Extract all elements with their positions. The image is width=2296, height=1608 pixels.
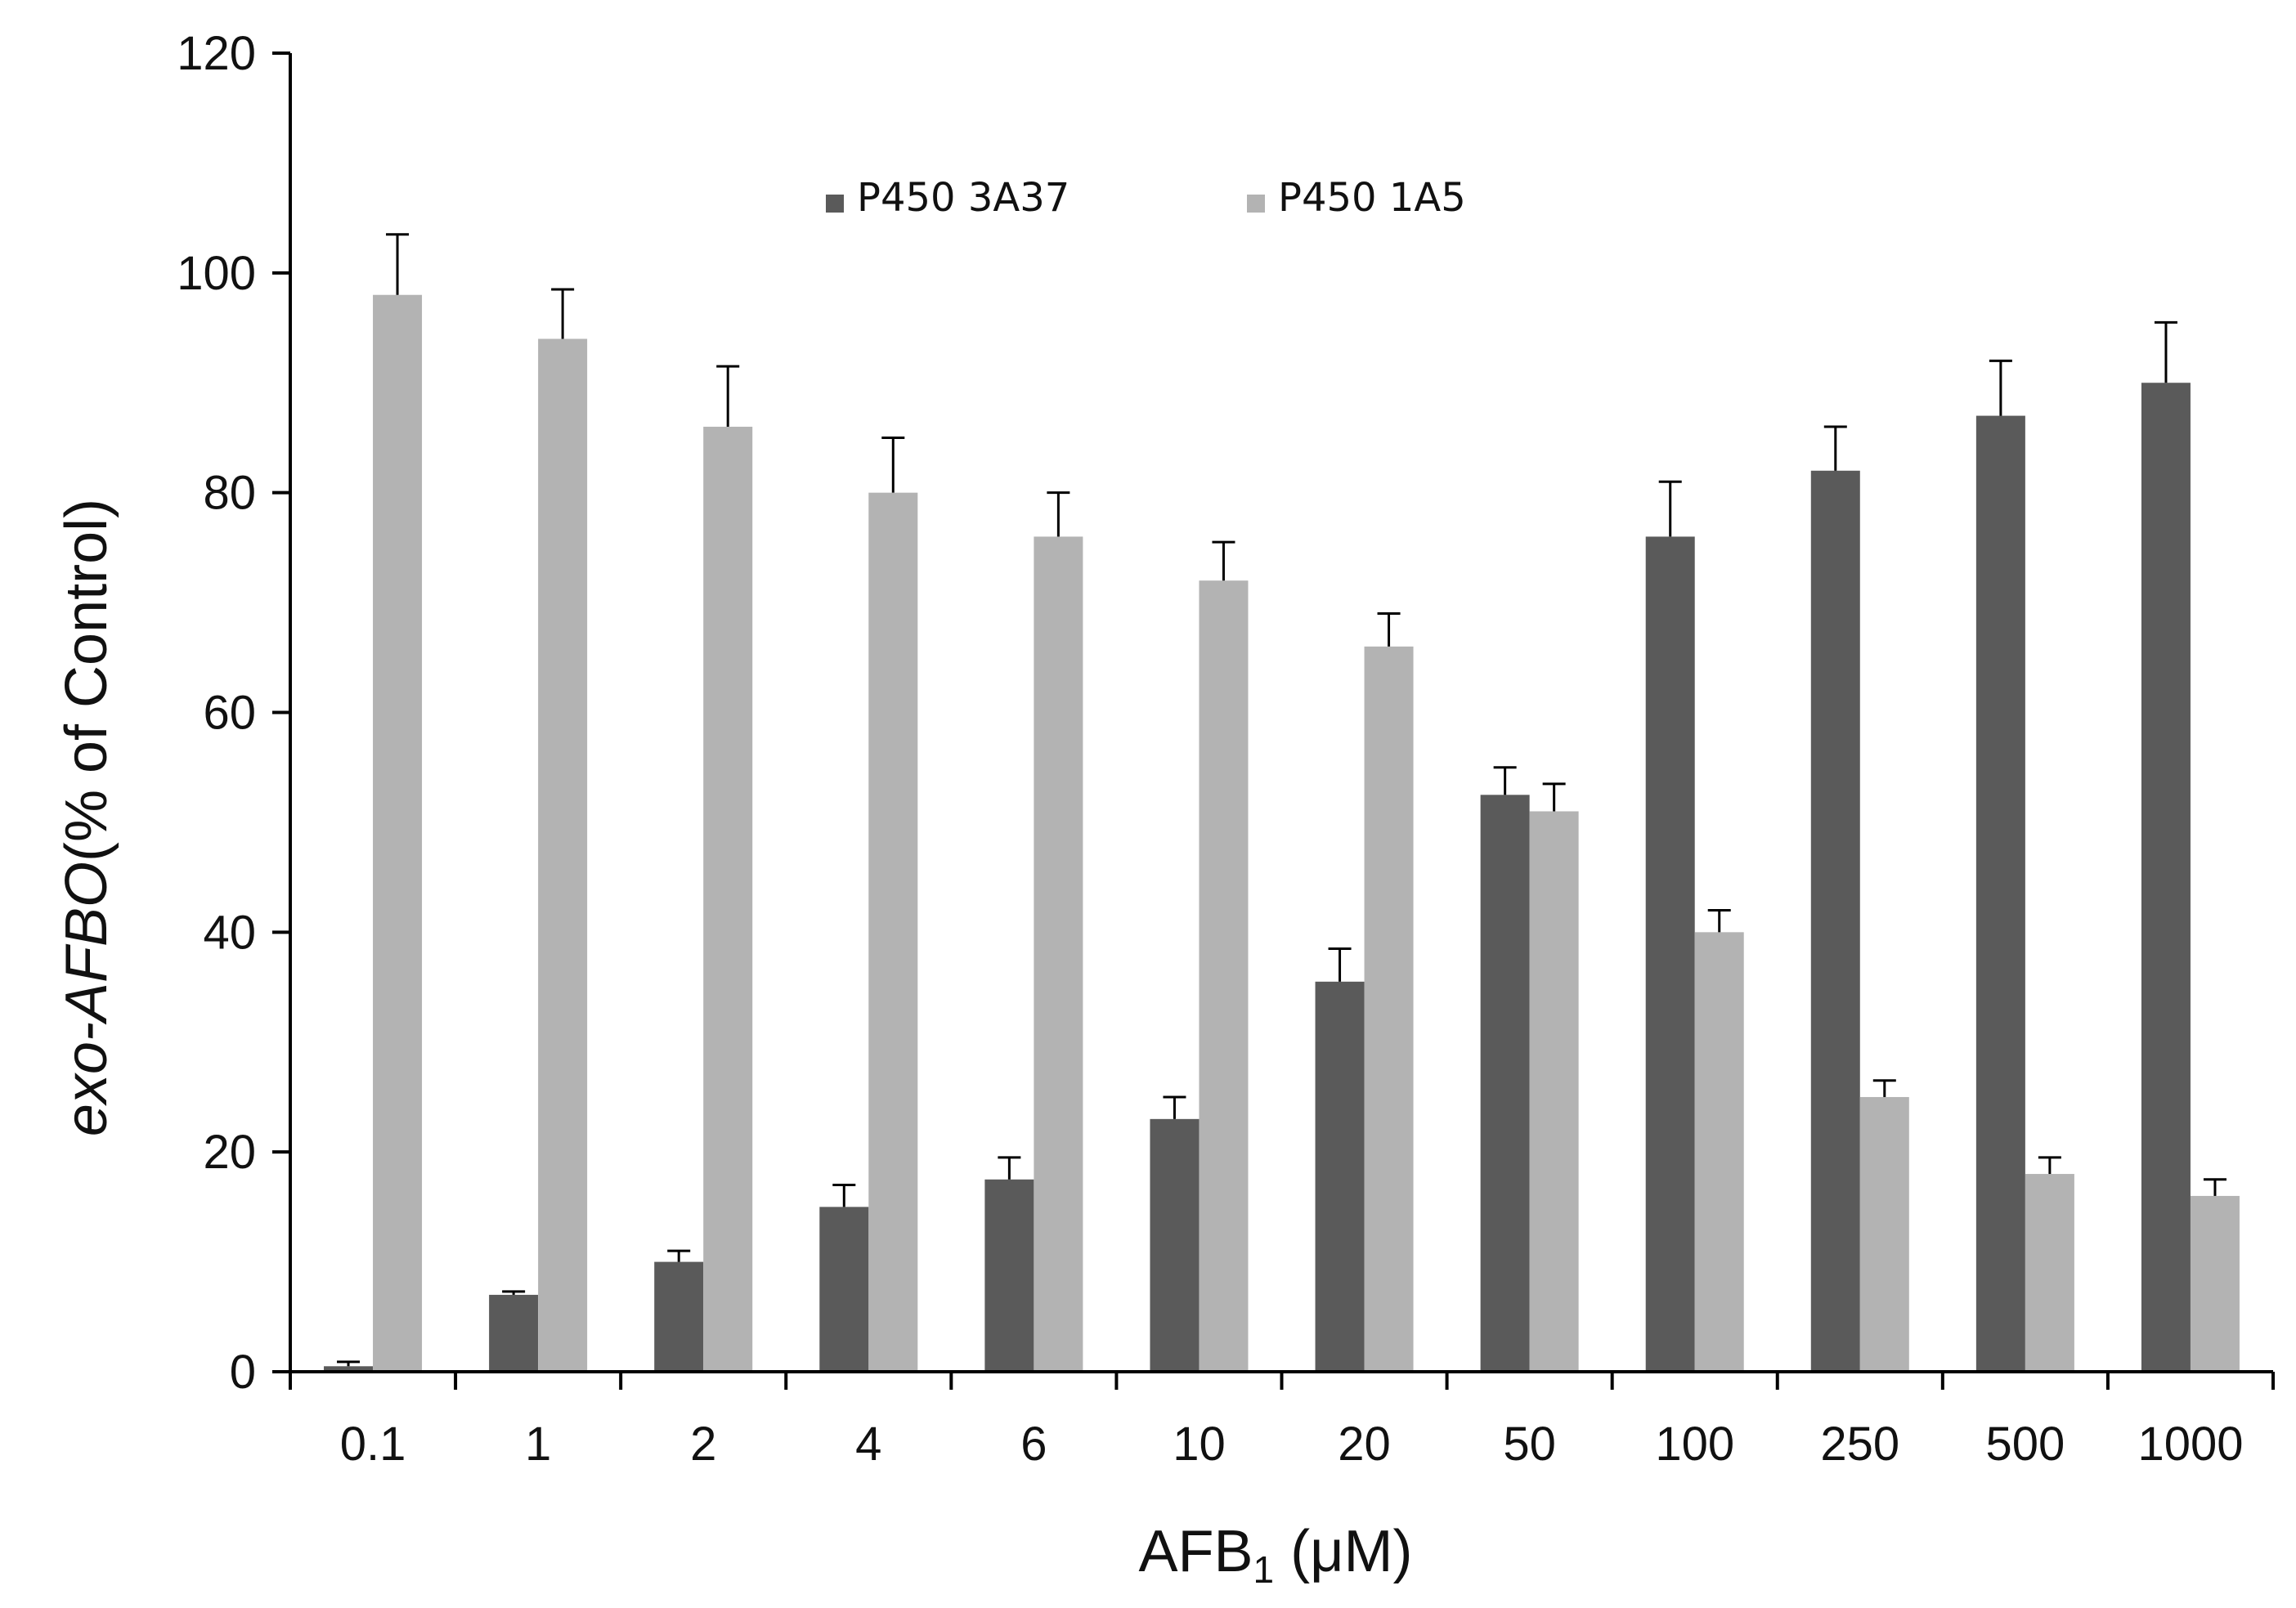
y-ticks: 0 20 40 60 80 100 120 <box>177 27 290 1399</box>
x-axis-title-subscript: 1 <box>1253 1548 1275 1591</box>
x-axis-title-main: AFB <box>1138 1519 1253 1584</box>
bar-p450-1a5 <box>1694 932 1744 1372</box>
bar-p450-1a5 <box>538 338 588 1372</box>
x-tick-label: 50 <box>1503 1418 1556 1471</box>
x-tick-label: 4 <box>855 1418 881 1471</box>
y-tick-label: 60 <box>203 687 256 740</box>
legend-swatch-p450-3a37 <box>826 195 844 213</box>
x-tick-label: 250 <box>1820 1418 1899 1471</box>
x-tick-label: 1000 <box>2137 1418 2243 1471</box>
bar-p450-1a5 <box>1199 580 1249 1372</box>
bar-p450-1a5 <box>1529 811 1579 1372</box>
y-tick-label: 120 <box>177 27 256 80</box>
x-tick-label: 20 <box>1338 1418 1391 1471</box>
legend: P450 3A37 P450 1A5 <box>826 175 1466 221</box>
x-tick-label: 0.1 <box>340 1418 406 1471</box>
y-tick-label: 100 <box>177 247 256 300</box>
x-axis-title-unit: (μM) <box>1274 1519 1412 1584</box>
bar-p450-1a5 <box>373 294 423 1372</box>
axes-layer <box>289 53 2273 1373</box>
y-tick-label: 0 <box>230 1346 256 1399</box>
bar-p450-3a37 <box>1645 536 1695 1372</box>
y-tick-label: 20 <box>203 1126 256 1179</box>
y-axis-title-italic: AFBO <box>54 862 119 1025</box>
x-ticks: 0.1 1 2 4 6 10 20 50 100 250 500 1000 <box>289 1372 2275 1471</box>
bar-p450-3a37 <box>1315 981 1365 1372</box>
legend-label-p450-3a37: P450 3A37 <box>857 175 1070 221</box>
y-tick-label: 80 <box>203 467 256 520</box>
x-tick-label: 500 <box>1985 1418 2065 1471</box>
bar-p450-3a37 <box>654 1261 704 1372</box>
bar-p450-3a37 <box>1975 415 2025 1373</box>
y-axis-title-suffix: (% of Control) <box>54 499 119 862</box>
y-axis-title-prefix: exo- <box>54 1022 119 1136</box>
bar-p450-3a37 <box>324 1366 374 1372</box>
x-tick-label: 100 <box>1655 1418 1734 1471</box>
x-tick-label: 1 <box>525 1418 551 1471</box>
x-tick-label: 6 <box>1020 1418 1047 1471</box>
legend-label-p450-1a5: P450 1A5 <box>1278 175 1466 221</box>
x-axis-title: AFB1 (μM) <box>1138 1519 1412 1591</box>
bar-p450-1a5 <box>1859 1096 1909 1372</box>
bar-p450-1a5 <box>2190 1195 2240 1372</box>
x-tick-label: 10 <box>1173 1418 1226 1471</box>
y-axis-title: exo-AFBO(% of Control) <box>54 499 119 1136</box>
bar-p450-3a37 <box>2141 383 2191 1372</box>
bar-p450-1a5 <box>1034 536 1083 1372</box>
x-tick-label: 2 <box>690 1418 716 1471</box>
bar-p450-1a5 <box>1364 646 1414 1372</box>
bar-p450-3a37 <box>489 1294 539 1372</box>
bar-p450-1a5 <box>703 427 753 1373</box>
bar-p450-3a37 <box>1480 795 1530 1372</box>
bar-p450-3a37 <box>1150 1118 1200 1372</box>
legend-swatch-p450-1a5 <box>1247 195 1265 213</box>
bar-p450-3a37 <box>1810 470 1860 1372</box>
bar-p450-3a37 <box>984 1179 1034 1372</box>
bars-layer <box>324 294 2240 1373</box>
bar-p450-1a5 <box>868 492 918 1372</box>
error-bars-layer <box>337 233 2226 1367</box>
bar-p450-3a37 <box>819 1207 869 1372</box>
bar-p450-1a5 <box>2025 1174 2074 1372</box>
y-tick-label: 40 <box>203 906 256 959</box>
